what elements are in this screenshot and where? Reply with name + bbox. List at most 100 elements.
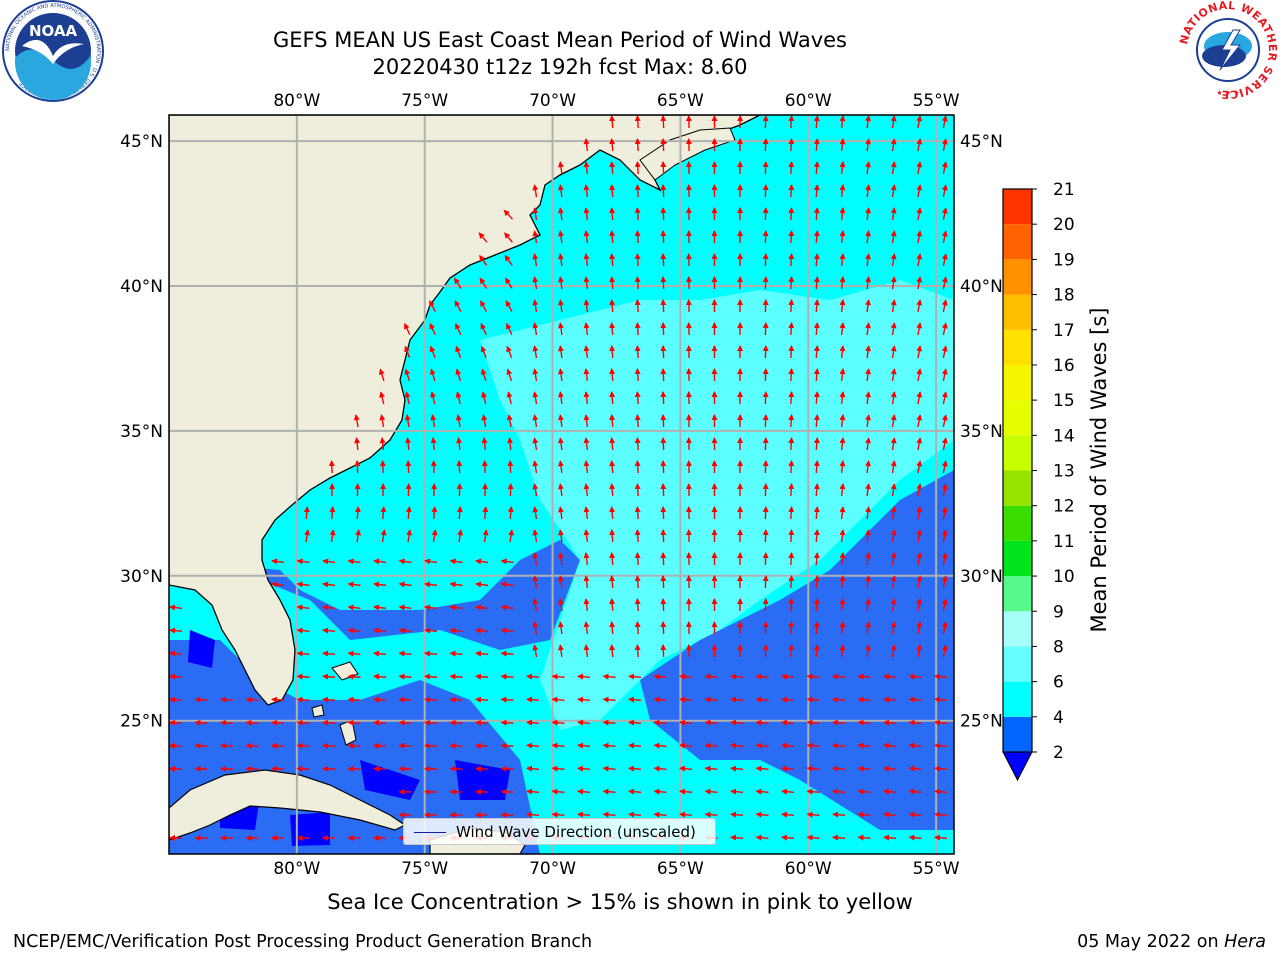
wave-direction-arrow	[660, 460, 667, 474]
legend-line-sample	[414, 832, 446, 833]
wave-direction-arrow	[788, 529, 795, 543]
noaa-logo: NATIONAL OCEANIC AND ATMOSPHERIC ADMINIS…	[2, 0, 104, 102]
wave-direction-arrow	[941, 322, 948, 336]
wave-direction-arrow	[169, 650, 183, 657]
wave-direction-arrow	[781, 834, 795, 841]
wave-direction-arrow	[245, 742, 259, 749]
wave-direction-arrow	[908, 673, 922, 680]
wave-direction-arrow	[839, 230, 846, 244]
wave-direction-arrow	[865, 115, 872, 129]
wave-direction-arrow	[865, 460, 872, 474]
wave-direction-arrow	[762, 184, 769, 198]
colorbar-segment	[1003, 259, 1032, 295]
wave-direction-arrow	[526, 719, 540, 726]
wave-direction-arrow	[557, 552, 564, 566]
wave-direction-arrow	[762, 575, 769, 589]
wave-direction-arrow	[941, 345, 948, 359]
wave-direction-arrow	[762, 161, 769, 175]
wave-direction-arrow	[482, 506, 489, 520]
wave-direction-arrow	[883, 719, 897, 726]
colorbar-segment	[1003, 681, 1032, 717]
lat-tick-label-right: 35°N	[960, 422, 1003, 442]
wave-direction-arrow	[865, 506, 872, 520]
wave-direction-arrow	[762, 299, 769, 313]
wave-direction-arrow	[380, 506, 387, 520]
wave-direction-arrow	[406, 529, 413, 543]
wave-direction-arrow	[557, 368, 564, 382]
wave-direction-arrow	[583, 207, 590, 221]
wave-direction-arrow	[475, 673, 489, 680]
wave-direction-arrow	[449, 673, 463, 680]
wave-direction-arrow	[557, 644, 564, 658]
wave-direction-arrow	[398, 719, 412, 726]
wave-direction-arrow	[583, 368, 590, 382]
wave-direction-arrow	[577, 788, 591, 795]
wave-direction-arrow	[832, 834, 846, 841]
wave-direction-arrow	[813, 529, 820, 543]
wave-direction-arrow	[296, 719, 310, 726]
wave-direction-arrow	[634, 460, 641, 474]
wave-direction-arrow	[916, 230, 923, 244]
wave-direction-arrow	[583, 253, 590, 267]
wave-direction-arrow	[813, 345, 820, 359]
wave-direction-arrow	[762, 138, 769, 152]
wave-direction-arrow	[373, 604, 387, 611]
wave-direction-arrow	[454, 300, 462, 312]
wave-direction-arrow	[577, 673, 591, 680]
wave-direction-arrow	[660, 391, 667, 405]
wave-direction-arrow	[788, 276, 795, 290]
wave-direction-arrow	[679, 696, 693, 703]
wave-direction-arrow	[480, 300, 488, 312]
wave-direction-arrow	[813, 621, 820, 635]
wave-direction-arrow	[526, 673, 540, 680]
wave-direction-arrow	[934, 834, 948, 841]
wave-direction-arrow	[449, 627, 463, 634]
wave-direction-arrow	[628, 719, 642, 726]
wave-direction-arrow	[634, 345, 641, 359]
wave-direction-arrow	[839, 253, 846, 267]
wave-direction-arrow	[481, 414, 488, 428]
colorbar-segment	[1003, 224, 1032, 260]
wave-direction-arrow	[602, 811, 616, 818]
wave-direction-arrow	[424, 650, 438, 657]
wave-direction-arrow	[755, 742, 769, 749]
wave-direction-arrow	[890, 138, 897, 152]
wave-direction-arrow	[430, 414, 437, 428]
wave-direction-arrow	[271, 696, 285, 703]
wave-direction-arrow	[890, 483, 897, 497]
wave-direction-arrow	[609, 115, 616, 129]
wave-direction-arrow	[941, 161, 948, 175]
wave-direction-arrow	[762, 276, 769, 290]
wave-direction-arrow	[865, 345, 872, 359]
wave-direction-arrow	[934, 788, 948, 795]
wave-direction-arrow	[653, 788, 667, 795]
wave-direction-arrow	[532, 253, 539, 267]
wave-direction-arrow	[781, 696, 795, 703]
wave-direction-arrow	[839, 414, 846, 428]
wave-direction-arrow	[660, 552, 667, 566]
wave-direction-arrow	[424, 673, 438, 680]
wave-direction-arrow	[788, 460, 795, 474]
wave-direction-arrow	[813, 644, 820, 658]
axis-tick-labels: 80°W 80°W 75°W 75°W 70°W 70°W 65°W 65°W 60°W 60°W…	[120, 91, 1003, 879]
wave-direction-arrow	[762, 115, 769, 129]
wave-direction-arrow	[577, 765, 591, 772]
wave-direction-arrow	[865, 138, 872, 152]
wave-direction-arrow	[865, 414, 872, 428]
wave-direction-arrow	[806, 788, 820, 795]
wave-direction-arrow	[865, 276, 872, 290]
wave-direction-arrow	[431, 529, 438, 543]
lon-tick-label-top: 60°W	[785, 91, 832, 111]
wave-direction-arrow	[628, 696, 642, 703]
wave-direction-arrow	[628, 788, 642, 795]
wave-direction-arrow	[500, 581, 514, 588]
wave-direction-arrow	[532, 345, 539, 359]
wave-direction-arrow	[890, 575, 897, 589]
colorbar-tick-label: 19	[1053, 250, 1075, 270]
wave-direction-arrow	[883, 765, 897, 772]
wave-direction-arrow	[609, 322, 616, 336]
wave-direction-arrow	[583, 506, 590, 520]
wave-direction-arrow	[916, 598, 923, 612]
wave-direction-arrow	[660, 253, 667, 267]
wave-direction-arrow	[762, 207, 769, 221]
